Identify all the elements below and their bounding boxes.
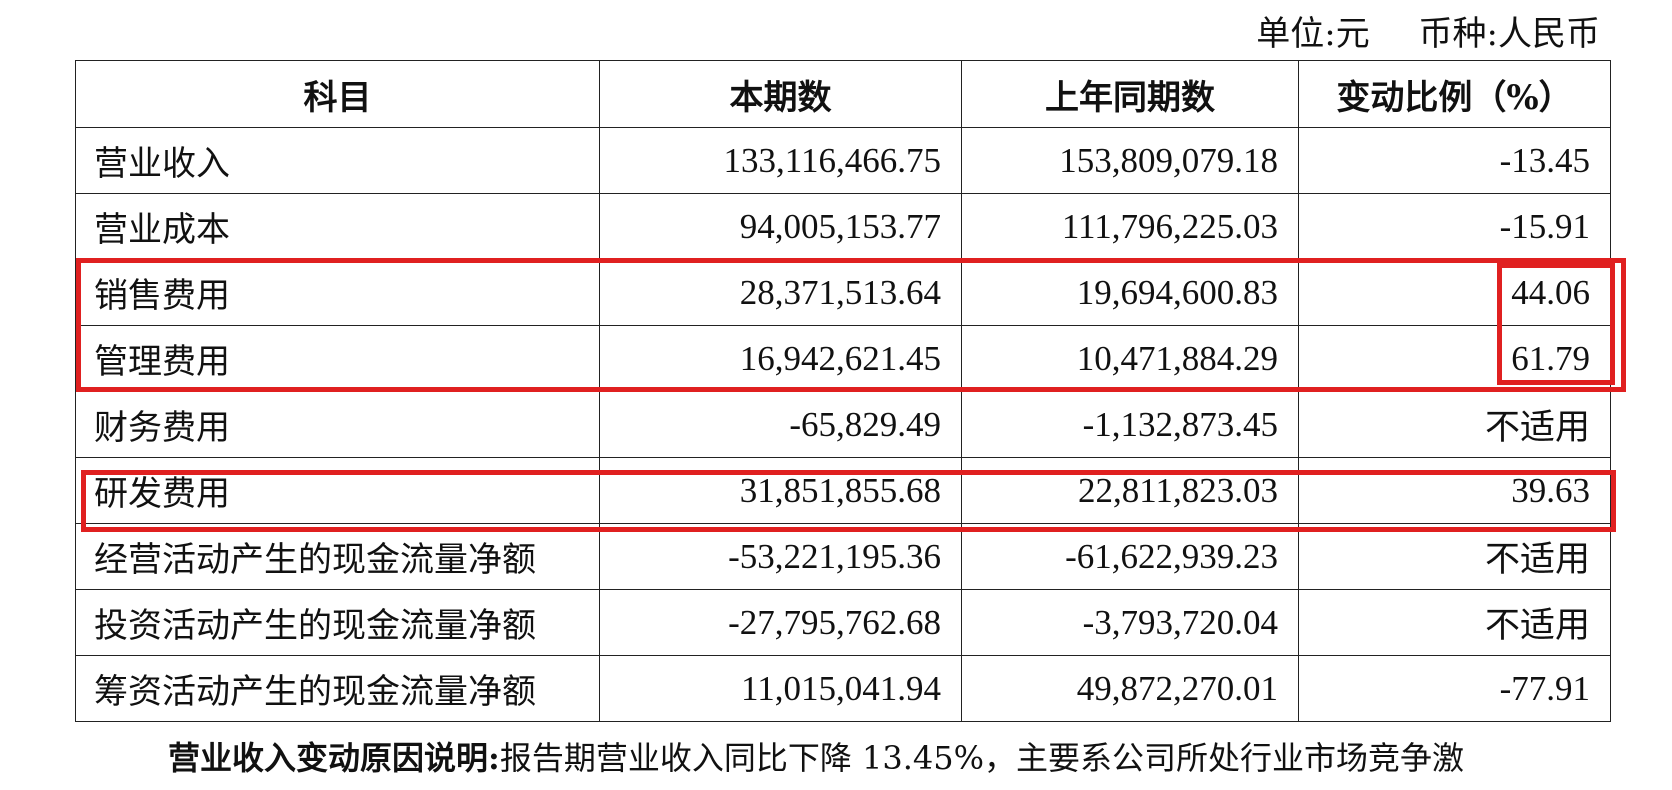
row-prior: 111,796,225.03: [961, 193, 1299, 260]
header-item: 科目: [75, 60, 600, 128]
table-row: 营业收入 133,116,466.75 153,809,079.18 -13.4…: [75, 127, 1611, 194]
table-row: 营业成本 94,005,153.77 111,796,225.03 -15.91: [75, 193, 1611, 260]
table-row: 投资活动产生的现金流量净额 -27,795,762.68 -3,793,720.…: [75, 589, 1611, 656]
table-row: 财务费用 -65,829.49 -1,132,873.45 不适用: [75, 391, 1611, 458]
row-item: 营业成本: [75, 193, 600, 260]
row-current: 133,116,466.75: [599, 127, 962, 194]
row-current: 94,005,153.77: [599, 193, 962, 260]
table-row: 筹资活动产生的现金流量净额 11,015,041.94 49,872,270.0…: [75, 655, 1611, 722]
row-change: 44.06: [1298, 259, 1611, 326]
row-change: -77.91: [1298, 655, 1611, 722]
revenue-change-explanation: 营业收入变动原因说明:报告期营业收入同比下降 13.45%，主要系公司所处行业市…: [168, 736, 1464, 780]
row-current: 31,851,855.68: [599, 457, 962, 524]
table-header-row: 科目 本期数 上年同期数 变动比例（%）: [75, 60, 1611, 128]
row-change: 不适用: [1298, 523, 1611, 590]
row-change: 39.63: [1298, 457, 1611, 524]
row-item: 管理费用: [75, 325, 600, 392]
explanation-text: 报告期营业收入同比下降 13.45%，主要系公司所处行业市场竞争激: [499, 739, 1465, 777]
row-prior: 19,694,600.83: [961, 259, 1299, 326]
table-row: 研发费用 31,851,855.68 22,811,823.03 39.63: [75, 457, 1611, 524]
row-current: 28,371,513.64: [599, 259, 962, 326]
row-prior: 49,872,270.01: [961, 655, 1299, 722]
row-item: 销售费用: [75, 259, 600, 326]
row-item: 研发费用: [75, 457, 600, 524]
row-current: 16,942,621.45: [599, 325, 962, 392]
unit-line: 单位:元 币种:人民币: [1256, 12, 1600, 56]
table-row: 销售费用 28,371,513.64 19,694,600.83 44.06: [75, 259, 1611, 326]
row-item: 经营活动产生的现金流量净额: [75, 523, 600, 590]
row-item: 财务费用: [75, 391, 600, 458]
row-prior: 10,471,884.29: [961, 325, 1299, 392]
explanation-lead: 营业收入变动原因说明:: [168, 739, 500, 777]
row-prior: -3,793,720.04: [961, 589, 1299, 656]
row-prior: -61,622,939.23: [961, 523, 1299, 590]
currency-label: 币种:人民币: [1418, 14, 1600, 54]
table-row: 管理费用 16,942,621.45 10,471,884.29 61.79: [75, 325, 1611, 392]
row-change: -13.45: [1298, 127, 1611, 194]
row-current: -53,221,195.36: [599, 523, 962, 590]
row-item: 投资活动产生的现金流量净额: [75, 589, 600, 656]
row-prior: -1,132,873.45: [961, 391, 1299, 458]
row-current: 11,015,041.94: [599, 655, 962, 722]
row-change: 61.79: [1298, 325, 1611, 392]
row-current: -27,795,762.68: [599, 589, 962, 656]
header-change-ratio: 变动比例（%）: [1298, 60, 1611, 128]
row-item: 筹资活动产生的现金流量净额: [75, 655, 600, 722]
row-change: -15.91: [1298, 193, 1611, 260]
row-prior: 22,811,823.03: [961, 457, 1299, 524]
row-prior: 153,809,079.18: [961, 127, 1299, 194]
table-row: 经营活动产生的现金流量净额 -53,221,195.36 -61,622,939…: [75, 523, 1611, 590]
unit-label: 单位:元: [1256, 14, 1370, 54]
financial-table: 科目 本期数 上年同期数 变动比例（%） 营业收入 133,116,466.75…: [75, 60, 1611, 722]
header-prior-period: 上年同期数: [961, 60, 1299, 128]
row-change: 不适用: [1298, 589, 1611, 656]
row-current: -65,829.49: [599, 391, 962, 458]
row-item: 营业收入: [75, 127, 600, 194]
row-change: 不适用: [1298, 391, 1611, 458]
header-current-period: 本期数: [599, 60, 962, 128]
